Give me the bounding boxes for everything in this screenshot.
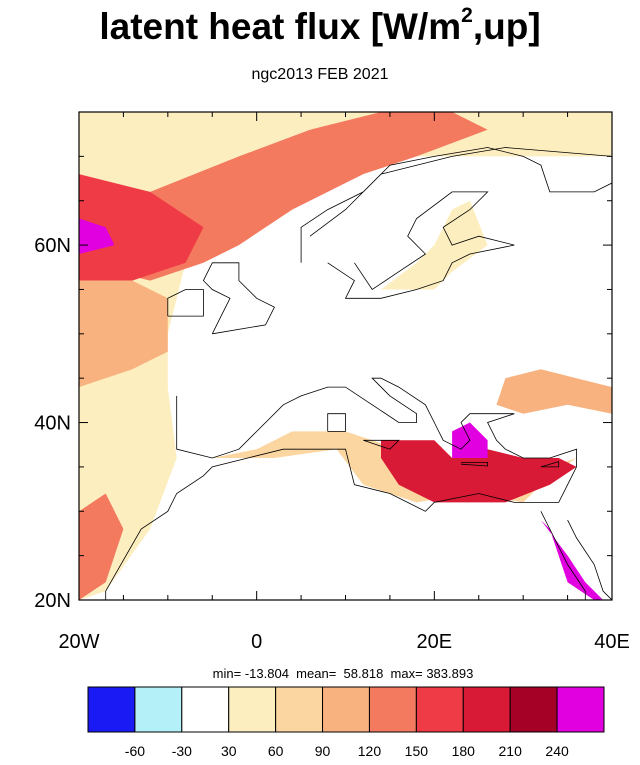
coastline-cyprus: [540, 461, 560, 468]
colorbar-label: 180: [452, 743, 476, 759]
coastline-sicily: [363, 439, 400, 450]
colorbar-label: -60: [125, 743, 145, 759]
colorbar-swatch: [556, 686, 605, 733]
region-southwest-atlantic: [79, 493, 124, 600]
colorbar-swatch: [181, 686, 230, 733]
y-tick-label: 20N: [34, 590, 71, 612]
colorbar-label: -30: [172, 743, 192, 759]
stats-max-value: 383.893: [426, 666, 474, 681]
stats-min-label: min=: [212, 666, 242, 681]
colorbar-swatch: [275, 686, 324, 733]
colorbar-swatch: [87, 686, 136, 733]
coastline-red-sea-coast-east: [567, 519, 612, 600]
stats-max-label: max=: [390, 666, 423, 681]
chart-title-tail: ,up]: [472, 6, 541, 47]
colorbar-swatch: [462, 686, 511, 733]
coastline-ireland: [167, 289, 204, 317]
region-red-sea: [540, 520, 604, 600]
colorbar-swatch: [368, 686, 417, 733]
colorbar-swatch: [228, 686, 277, 733]
stats-min-value: -13.804: [244, 666, 289, 681]
chart-title-main: latent heat flux [W/m: [99, 6, 462, 47]
colorbar-label: 60: [268, 743, 284, 759]
colorbar-label: 120: [358, 743, 382, 759]
coastline-red-sea-coast-west: [540, 511, 586, 600]
colorbar-label: 240: [545, 743, 569, 759]
colorbar: -60 -30 30 60 90 120 150 180 210 240: [87, 686, 605, 759]
colorbar-swatch: [134, 686, 183, 733]
stats-mean-label: mean=: [296, 666, 337, 681]
coastline-iberia-africa: [105, 377, 577, 600]
y-tick-label: 60N: [34, 235, 71, 257]
colorbar-label: 30: [221, 743, 237, 759]
coastlines: [105, 147, 612, 600]
coastline-crete: [460, 462, 489, 467]
colorbar-swatch: [509, 686, 558, 733]
x-tick-label: 0: [251, 631, 262, 653]
colorbar-swatch: [415, 686, 464, 733]
y-tick-label: 40N: [34, 413, 71, 435]
region-eastern-mediterranean: [381, 440, 577, 503]
region-baltic-sea: [381, 200, 488, 290]
region-black-sea: [496, 369, 612, 414]
stats-mean-value: 58.818: [343, 666, 384, 681]
coastline-sardinia: [327, 413, 346, 432]
axis-ticks: 20W 0 20E 40E 20N 40N 60N: [34, 111, 630, 653]
chart-subtitle: ngc2013 FEB 2021: [251, 66, 389, 83]
colorbar-label: 210: [499, 743, 523, 759]
x-tick-label: 40E: [594, 631, 630, 653]
coastline-uk: [202, 262, 275, 335]
region-north-atlantic: [79, 280, 168, 388]
colorbar-swatch: [322, 686, 370, 733]
region-iceland-sea: [79, 174, 204, 281]
x-tick-label: 20W: [58, 631, 99, 653]
chart-title: latent heat flux [W/m2,up]: [0, 3, 640, 48]
colorbar-label: 150: [405, 743, 429, 759]
chart-title-superscript: 2: [461, 3, 473, 27]
flux-regions: [79, 112, 612, 600]
coastline-scandinavia: [300, 147, 612, 263]
coastline-baltic-coast: [327, 191, 515, 299]
x-tick-label: 20E: [417, 631, 453, 653]
stats-line: min= -13.804 mean= 58.818 max= 383.893: [0, 666, 640, 681]
colorbar-label: 90: [315, 743, 331, 759]
